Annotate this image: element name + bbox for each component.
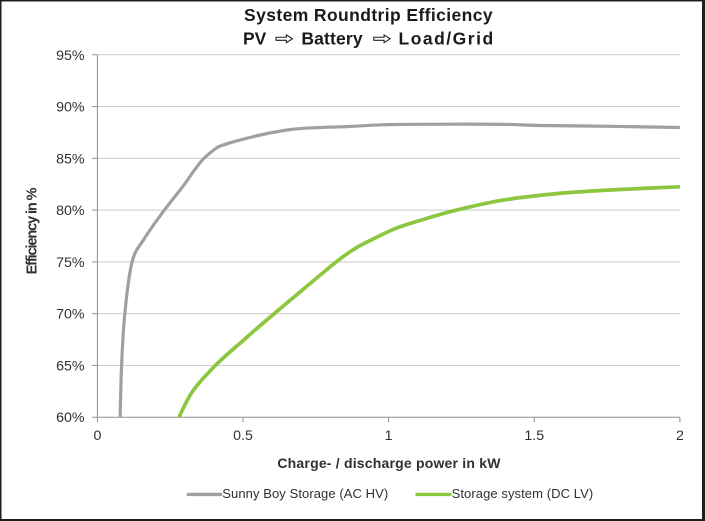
svg-text:0.5: 0.5	[233, 428, 253, 444]
svg-text:Efficiency in %: Efficiency in %	[25, 187, 41, 274]
svg-text:90%: 90%	[56, 100, 85, 116]
svg-text:80%: 80%	[56, 203, 85, 219]
svg-text:System Roundtrip Efficiency: System Roundtrip Efficiency	[244, 5, 493, 25]
svg-text:95%: 95%	[56, 48, 85, 64]
svg-text:75%: 75%	[56, 255, 85, 271]
svg-text:Sunny Boy Storage (AC HV): Sunny Boy Storage (AC HV)	[222, 486, 388, 501]
svg-text:Storage system (DC LV): Storage system (DC LV)	[452, 486, 594, 501]
svg-text:70%: 70%	[56, 307, 85, 323]
svg-text:60%: 60%	[56, 410, 85, 426]
svg-text:0: 0	[93, 428, 101, 444]
svg-text:Battery: Battery	[301, 28, 362, 48]
svg-text:Load/Grid: Load/Grid	[399, 28, 495, 48]
svg-text:1.5: 1.5	[524, 428, 544, 444]
svg-text:85%: 85%	[56, 151, 85, 167]
svg-text:1: 1	[385, 428, 393, 444]
svg-text:65%: 65%	[56, 358, 85, 374]
svg-text:2: 2	[676, 428, 684, 444]
svg-text:Charge- / discharge power in k: Charge- / discharge power in kW	[277, 455, 501, 471]
svg-text:PV: PV	[243, 28, 267, 48]
